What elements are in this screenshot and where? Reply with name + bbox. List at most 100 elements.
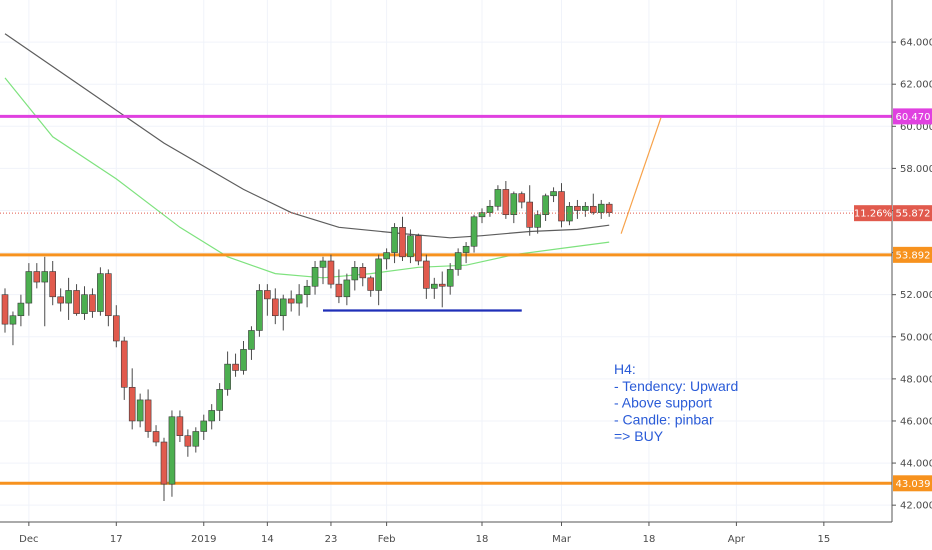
change-badge: 11.26%: [854, 209, 892, 220]
y-tick-label: 50.000: [900, 332, 932, 343]
candle: [176, 410, 184, 443]
candle: [264, 284, 271, 316]
candle-body: [232, 363, 239, 371]
y-axis-panel: [892, 0, 932, 550]
candle-body: [17, 302, 25, 317]
x-tick-label: Dec: [19, 534, 38, 545]
note-line: - Tendency: Upward: [614, 378, 738, 394]
projection-line: [620, 117, 662, 234]
x-tick-label: Apr: [728, 534, 746, 545]
candle: [359, 263, 367, 287]
y-tick-label: 60.000: [900, 122, 932, 133]
candle-body: [391, 227, 398, 253]
horizontal-levels: [0, 114, 892, 485]
candle-body: [351, 267, 359, 281]
candle: [81, 286, 88, 320]
level-badge: 43.039: [896, 479, 931, 490]
candle-body: [224, 363, 231, 390]
x-tick-label: 18: [643, 534, 656, 545]
candle-body: [327, 260, 335, 285]
candle: [415, 233, 422, 266]
candle: [287, 290, 295, 312]
candlesticks: [1, 181, 613, 501]
candle: [486, 199, 494, 217]
candle-body: [89, 294, 96, 312]
candle: [407, 229, 414, 264]
candle: [566, 202, 573, 226]
moving-average-line: [4, 33, 610, 239]
candle: [208, 404, 215, 430]
candle-body: [407, 235, 414, 258]
gridlines: [0, 0, 892, 522]
projection-line: [620, 117, 662, 234]
candle: [367, 275, 375, 297]
candle-body: [303, 285, 311, 295]
candle-body: [550, 191, 557, 197]
candle-body: [574, 205, 581, 211]
candle: [423, 254, 430, 299]
candle-body: [454, 252, 462, 270]
y-tick-label: 44.000: [900, 459, 932, 470]
level-badge-bg: [893, 108, 932, 125]
y-tick-label: 48.000: [900, 374, 932, 385]
candle-body: [295, 294, 303, 304]
x-tick-label: 17: [110, 534, 123, 545]
candle-body: [589, 205, 597, 213]
candle-body: [343, 279, 351, 298]
candle: [73, 284, 80, 316]
candle-body: [494, 189, 502, 207]
candle: [502, 181, 510, 219]
candle-body: [152, 431, 160, 443]
candle: [256, 284, 263, 337]
candle: [399, 216, 406, 261]
moving-average-line: [4, 77, 610, 279]
candle-body: [176, 416, 184, 437]
candle: [17, 294, 25, 327]
candle-body: [399, 227, 406, 258]
candle-body: [486, 205, 494, 213]
change-badge-bg: [854, 205, 892, 222]
candle: [526, 185, 534, 236]
price-badges: 60.470 53.892 43.039 55.872 11.26%: [854, 108, 932, 492]
y-tick-label: 42.000: [900, 501, 932, 512]
candle: [303, 279, 311, 308]
candle-body: [438, 283, 446, 287]
candle: [240, 340, 247, 375]
candle-body: [136, 399, 144, 422]
candle-body: [105, 273, 112, 317]
candle: [542, 193, 549, 222]
candle: [311, 261, 319, 295]
candle: [144, 389, 152, 438]
candle: [295, 284, 303, 316]
candle: [574, 199, 581, 219]
x-tick-label: 18: [476, 534, 489, 545]
candle: [510, 191, 518, 224]
candle-body: [605, 203, 613, 213]
x-tick-label: 2019: [191, 534, 216, 545]
candle-body: [200, 420, 208, 432]
candle-body: [359, 267, 367, 279]
candle: [57, 288, 64, 312]
y-tick-label: 52.000: [900, 290, 932, 301]
candle-body: [597, 203, 605, 213]
candle-body: [49, 271, 57, 298]
last-price-badge-bg: [893, 205, 932, 222]
candle-body: [9, 315, 17, 325]
candle-body: [510, 193, 518, 215]
candle-body: [502, 189, 510, 215]
candle-body: [430, 283, 438, 289]
candle: [335, 269, 343, 304]
candle: [446, 263, 454, 295]
candle-body: [240, 349, 247, 371]
candle-body: [558, 191, 565, 222]
candle: [136, 393, 144, 428]
candle-body: [375, 258, 382, 291]
candle-body: [415, 235, 422, 262]
x-tick-label: Feb: [378, 534, 396, 545]
candle: [105, 269, 112, 327]
candle-body: [184, 435, 192, 447]
candle-body: [534, 214, 541, 228]
